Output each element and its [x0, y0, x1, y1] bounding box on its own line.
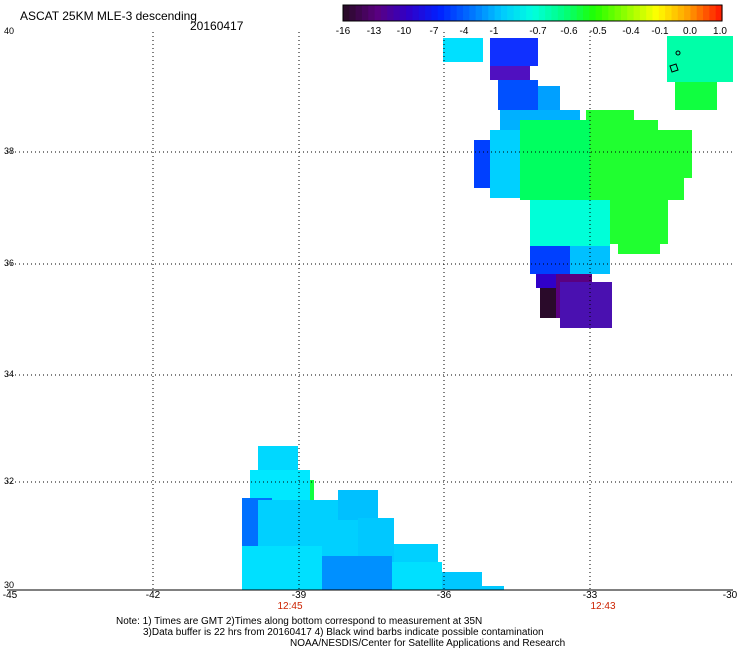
colorbar-segment [652, 5, 660, 21]
mle-swaths [242, 36, 733, 590]
colorbar-segment [703, 5, 710, 21]
colorbar-segment [690, 5, 698, 21]
colorbar-label: -13 [366, 26, 382, 37]
colorbar [342, 4, 723, 22]
colorbar-segment [399, 5, 407, 21]
lat-label: 30 [4, 580, 15, 590]
colorbar-label: -10 [396, 26, 412, 37]
colorbar-segment [614, 5, 622, 21]
colorbar-label: -0.6 [560, 26, 578, 37]
colorbar-frame [342, 4, 723, 22]
colorbar-segment [387, 5, 395, 21]
lat-label: 38 [4, 146, 15, 156]
colorbar-segment [481, 5, 489, 21]
colorbar-segment [488, 5, 496, 21]
colorbar-segment [507, 5, 515, 21]
colorbar-segment [526, 5, 534, 21]
colorbar-segment [431, 5, 439, 21]
colorbar-segment [620, 5, 628, 21]
colorbar-segment [639, 5, 647, 21]
colorbar-segment [412, 5, 420, 21]
lat-label: 34 [4, 369, 15, 379]
colorbar-segment [551, 5, 559, 21]
lon-label: -42 [145, 590, 161, 601]
lat-label: 40 [4, 26, 15, 36]
colorbar-segment [564, 5, 571, 21]
colorbar-segment [393, 5, 401, 21]
colorbar-segment [646, 5, 654, 21]
colorbar-segment [513, 5, 521, 21]
lon-label: -33 [582, 590, 598, 601]
colorbar-segment [665, 5, 673, 21]
map-title: ASCAT 25KM MLE-3 descending [20, 9, 197, 23]
colorbar-segment [444, 5, 451, 21]
colorbar-segment [589, 5, 597, 21]
lon-label: -45 [2, 590, 18, 601]
lon-label: -36 [436, 590, 452, 601]
note-line-1: Note: 1) Times are GMT 2)Times along bot… [116, 616, 483, 627]
colorbar-segment [494, 5, 502, 21]
colorbar-segment [361, 5, 369, 21]
colorbar-segment [608, 5, 616, 21]
colorbar-segment [437, 5, 445, 21]
colorbar-segment [658, 5, 666, 21]
colorbar-segment [583, 5, 590, 21]
colorbar-segment [425, 5, 433, 21]
colorbar-segment [627, 5, 635, 21]
colorbar-segment [545, 5, 553, 21]
colorbar-segment [677, 5, 685, 21]
colorbar-segment [595, 5, 603, 21]
map-date: 20160417 [190, 19, 244, 33]
colorbar-segment [475, 5, 483, 21]
colorbar-segment [633, 5, 641, 21]
lat-label: 36 [4, 258, 15, 268]
colorbar-label: -7 [429, 26, 439, 37]
colorbar-segment [456, 5, 464, 21]
lat-lon-grid [7, 32, 733, 590]
colorbar-segment [696, 5, 704, 21]
lon-label: -39 [291, 590, 307, 601]
colorbar-segment [469, 5, 477, 21]
colorbar-segment [601, 5, 609, 21]
lon-label: -30 [722, 590, 738, 601]
colorbar-segment [519, 5, 527, 21]
colorbar-segment [349, 5, 357, 21]
colorbar-segment [538, 5, 546, 21]
colorbar-segment [450, 5, 458, 21]
colorbar-label: -4 [459, 26, 469, 37]
colorbar-segment [500, 5, 508, 21]
colorbar-label: -0.7 [529, 26, 547, 37]
colorbar-label: -16 [335, 26, 351, 37]
colorbar-segment [671, 5, 679, 21]
colorbar-segment [374, 5, 382, 21]
time-label: 12:45 [277, 601, 303, 612]
colorbar-label: 1.0 [713, 26, 727, 37]
colorbar-label: -0.4 [622, 26, 640, 37]
colorbar-segment [368, 5, 376, 21]
colorbar-segment [557, 5, 565, 21]
colorbar-segment [463, 5, 470, 21]
colorbar-segment [380, 5, 388, 21]
lat-label: 32 [4, 476, 15, 486]
colorbar-segment [418, 5, 426, 21]
note-line-2: 3)Data buffer is 22 hrs from 20160417 4)… [143, 627, 544, 638]
colorbar-segment [355, 5, 363, 21]
colorbar-segment [709, 5, 717, 21]
colorbar-segment [406, 5, 414, 21]
colorbar-segment [576, 5, 584, 21]
colorbar-segment [715, 5, 723, 21]
colorbar-segment [570, 5, 578, 21]
colorbar-label: -0.5 [589, 26, 607, 37]
colorbar-label: -0.1 [651, 26, 669, 37]
colorbar-segment [532, 5, 540, 21]
colorbar-label: -1 [489, 26, 499, 37]
note-line-3: NOAA/NESDIS/Center for Satellite Applica… [290, 638, 566, 649]
colorbar-segment [343, 5, 350, 21]
colorbar-label: 0.0 [683, 26, 697, 37]
time-label: 12:43 [590, 601, 616, 612]
colorbar-segment [684, 5, 692, 21]
